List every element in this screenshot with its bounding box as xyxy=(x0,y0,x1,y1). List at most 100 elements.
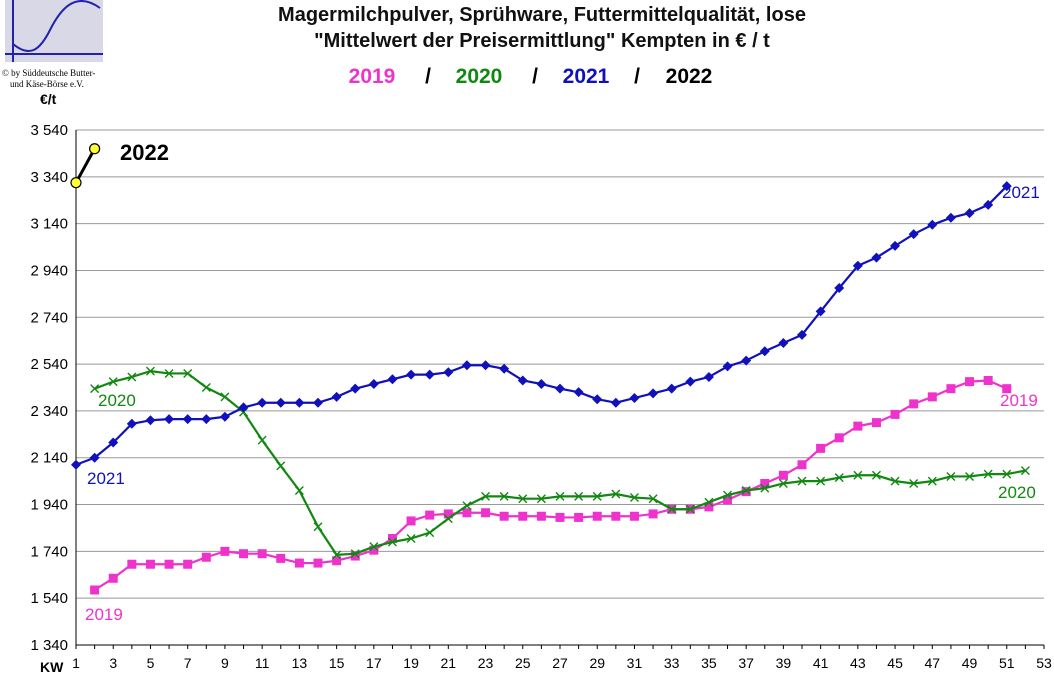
x-tick-label: 17 xyxy=(366,655,382,671)
data-point-2020-kw29 xyxy=(592,491,602,501)
data-point-2020-kw6 xyxy=(164,368,174,378)
data-point-2019-kw19 xyxy=(406,516,416,526)
data-point-2020-kw51 xyxy=(1002,469,1012,479)
data-point-2020-kw22 xyxy=(462,501,472,511)
series-2022 xyxy=(70,143,101,189)
data-point-2021-kw42 xyxy=(834,283,845,294)
data-point-2019-kw2 xyxy=(90,585,100,595)
data-point-2019-kw25 xyxy=(518,511,528,521)
data-point-2019-kw7 xyxy=(183,559,193,569)
data-point-2020-kw27 xyxy=(555,491,565,501)
data-point-2019-kw49 xyxy=(965,377,975,387)
data-point-2020-kw37 xyxy=(741,486,751,495)
data-point-2019-kw51 xyxy=(1002,384,1012,394)
data-point-2020-kw42 xyxy=(834,473,844,483)
data-point-2019-kw30 xyxy=(611,511,621,521)
data-point-2019-kw13 xyxy=(294,558,304,568)
data-point-2021-kw29 xyxy=(592,394,603,405)
x-tick-label: 31 xyxy=(627,655,643,671)
data-point-2020-kw45 xyxy=(890,476,900,486)
data-point-2019-kw36 xyxy=(723,495,733,505)
data-point-2019-kw15 xyxy=(332,556,342,566)
data-point-2019-kw41 xyxy=(816,443,826,453)
data-point-2020-kw40 xyxy=(797,476,807,486)
legend: 2019 / 2020 / 2021 / 2022 xyxy=(349,65,713,88)
end-label-2019: 2019 xyxy=(1000,391,1038,410)
data-point-2019-kw10 xyxy=(239,549,249,559)
data-point-2021-kw6 xyxy=(164,414,175,425)
x-tick-label: 1 xyxy=(72,655,80,671)
x-axis-label: KW xyxy=(40,659,64,675)
legend-2022: 2022 xyxy=(666,65,713,88)
y-tick-label: 1 540 xyxy=(30,590,68,607)
chart-title: Magermilchpulver, Sprühware, Futtermitte… xyxy=(278,4,806,26)
data-point-2020-kw21 xyxy=(443,514,453,524)
data-point-2020-kw38 xyxy=(760,483,770,493)
x-tick-label: 45 xyxy=(887,655,903,671)
data-point-2021-kw22 xyxy=(461,360,472,371)
data-point-2021-kw39 xyxy=(778,338,789,349)
data-point-2020-kw17 xyxy=(369,542,379,552)
legend-separator-3: / xyxy=(634,65,640,88)
data-point-2020-kw4 xyxy=(127,372,137,382)
x-tick-label: 27 xyxy=(552,655,568,671)
x-tick-label: 25 xyxy=(515,655,531,671)
data-point-2019-kw27 xyxy=(555,512,565,522)
y-tick-label: 3 140 xyxy=(30,216,68,233)
data-point-2021-kw19 xyxy=(406,369,417,380)
data-point-2021-kw4 xyxy=(126,418,137,429)
series-2021 xyxy=(71,181,1012,470)
x-tick-label: 9 xyxy=(221,655,229,671)
data-point-2021-kw44 xyxy=(871,252,882,263)
end-label-2020: 2020 xyxy=(998,483,1036,502)
x-tick-label: 41 xyxy=(813,655,829,671)
data-point-2021-kw36 xyxy=(722,361,733,372)
data-point-2020-kw5 xyxy=(145,366,155,376)
data-point-2021-kw49 xyxy=(964,208,975,219)
start-label-2020: 2020 xyxy=(98,391,136,410)
data-point-2019-kw21 xyxy=(443,509,453,519)
y-tick-label: 2 740 xyxy=(30,309,68,326)
data-point-2021-kw40 xyxy=(797,329,807,340)
data-point-2020-kw25 xyxy=(518,494,528,504)
data-point-2019-kw8 xyxy=(201,552,211,562)
data-point-2020-kw11 xyxy=(257,435,267,445)
data-point-2020-kw12 xyxy=(276,461,286,471)
x-tick-label: 35 xyxy=(701,655,717,671)
data-point-2019-kw18 xyxy=(387,533,397,543)
series-line-2019 xyxy=(94,379,1008,591)
y-axis-label: €/t xyxy=(40,91,57,107)
legend-separator-2: / xyxy=(532,65,538,88)
data-point-2021-kw17 xyxy=(368,378,379,389)
data-point-2020-kw18 xyxy=(387,537,397,547)
data-point-2021-kw14 xyxy=(313,397,323,408)
data-point-2019-kw4 xyxy=(127,559,137,569)
series-line-2022 xyxy=(74,148,96,184)
y-tick-label: 2 940 xyxy=(30,262,68,279)
y-tick-label: 2 140 xyxy=(30,450,68,467)
data-point-2020-kw23 xyxy=(481,491,491,501)
data-point-2021-kw46 xyxy=(908,229,919,240)
data-point-2020-kw8 xyxy=(201,383,211,392)
y-tick-label: 2 540 xyxy=(30,356,68,373)
data-point-2020-kw30 xyxy=(611,489,621,499)
x-tick-label: 13 xyxy=(292,655,308,671)
data-point-2021-kw47 xyxy=(927,219,938,230)
series-line-2020 xyxy=(94,370,1026,556)
data-point-2020-kw2 xyxy=(90,384,100,394)
data-point-2020-kw50 xyxy=(983,469,993,479)
data-point-2019-kw39 xyxy=(778,470,788,480)
data-point-2021-kw34 xyxy=(685,376,696,387)
y-axis-ticks: 1 340 1 540 1 740 1 940 2 140 2 340 2 540 2 740… xyxy=(30,122,68,654)
data-point-2021-kw21 xyxy=(443,367,454,378)
y-tick-label: 3 540 xyxy=(30,122,68,139)
boerse-logo-icon xyxy=(5,0,103,62)
x-tick-label: 7 xyxy=(184,655,192,671)
data-point-2019-kw32 xyxy=(648,509,658,519)
data-point-2021-kw20 xyxy=(424,369,435,380)
data-point-2020-kw48 xyxy=(946,471,956,481)
data-point-2019-kw26 xyxy=(536,511,546,521)
y-tick-label: 1 940 xyxy=(30,497,68,514)
data-point-2021-kw28 xyxy=(573,387,584,398)
